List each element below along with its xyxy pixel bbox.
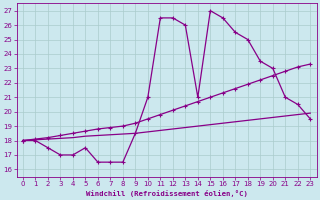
X-axis label: Windchill (Refroidissement éolien,°C): Windchill (Refroidissement éolien,°C): [86, 190, 248, 197]
